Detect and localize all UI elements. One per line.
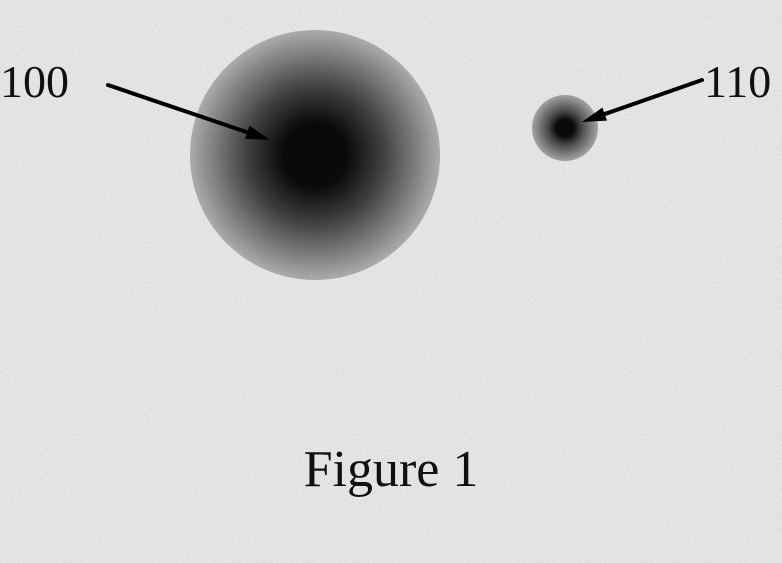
label-100: 100 [0,55,69,108]
figure-caption: Figure 1 [0,440,782,499]
label-110: 110 [704,55,771,108]
figure-stage: 100 110 Figure 1 [0,0,782,563]
